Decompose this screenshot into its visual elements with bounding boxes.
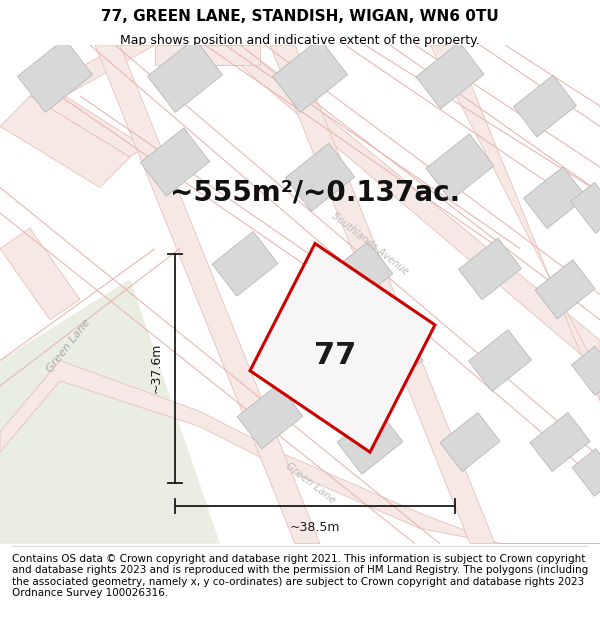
Polygon shape (430, 45, 600, 401)
Polygon shape (0, 228, 80, 320)
Polygon shape (270, 45, 495, 544)
Text: Map shows position and indicative extent of the property.: Map shows position and indicative extent… (120, 34, 480, 47)
Polygon shape (0, 96, 130, 188)
Polygon shape (140, 128, 209, 196)
Polygon shape (530, 412, 590, 471)
Polygon shape (237, 384, 303, 449)
Polygon shape (535, 260, 595, 319)
Polygon shape (469, 329, 532, 391)
Polygon shape (210, 45, 600, 371)
Polygon shape (212, 231, 278, 296)
Polygon shape (272, 39, 347, 112)
Polygon shape (514, 75, 577, 137)
Polygon shape (155, 45, 260, 66)
Polygon shape (458, 238, 521, 300)
Text: Southlands Avenue: Southlands Avenue (330, 211, 410, 276)
Polygon shape (571, 182, 600, 233)
Polygon shape (286, 143, 355, 211)
Polygon shape (337, 409, 403, 474)
Polygon shape (416, 42, 484, 109)
Polygon shape (426, 134, 494, 201)
Text: ~37.6m: ~37.6m (150, 343, 163, 393)
Polygon shape (95, 45, 320, 544)
Polygon shape (327, 242, 393, 306)
Text: 77: 77 (314, 341, 356, 370)
Text: ~555m²/~0.137ac.: ~555m²/~0.137ac. (170, 179, 460, 207)
Text: Green Lane: Green Lane (44, 317, 92, 374)
Polygon shape (357, 328, 423, 393)
Polygon shape (524, 167, 586, 229)
Polygon shape (0, 361, 600, 544)
Polygon shape (0, 279, 220, 544)
Text: 77, GREEN LANE, STANDISH, WIGAN, WN6 0TU: 77, GREEN LANE, STANDISH, WIGAN, WN6 0TU (101, 9, 499, 24)
Polygon shape (571, 346, 600, 396)
Text: Contains OS data © Crown copyright and database right 2021. This information is : Contains OS data © Crown copyright and d… (12, 554, 588, 598)
Polygon shape (250, 244, 435, 452)
Polygon shape (30, 45, 155, 157)
Text: ~38.5m: ~38.5m (290, 521, 340, 534)
Polygon shape (17, 39, 92, 112)
Polygon shape (440, 412, 500, 471)
Text: Green Lane: Green Lane (283, 460, 337, 505)
Polygon shape (572, 449, 600, 496)
Polygon shape (148, 39, 223, 112)
